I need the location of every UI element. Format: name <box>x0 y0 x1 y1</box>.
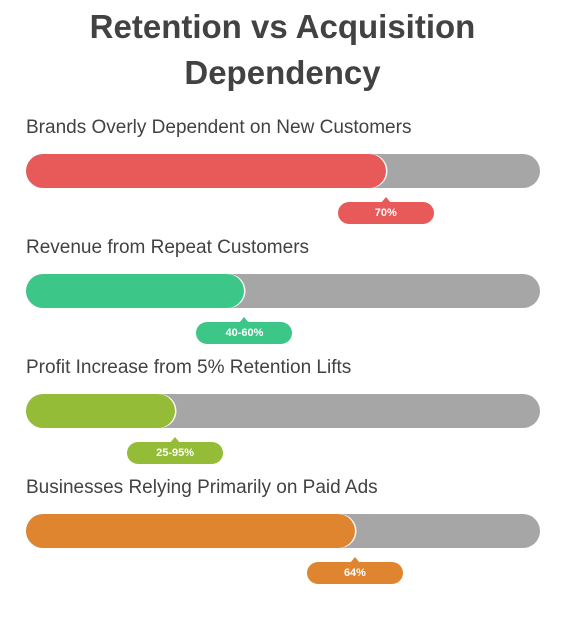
bar-fill <box>26 514 355 548</box>
value-badge: 64% <box>306 557 403 584</box>
bar-category-label: Brands Overly Dependent on New Customers <box>26 117 412 138</box>
bar-category-label: Revenue from Repeat Customers <box>26 237 310 258</box>
badge-pointer-icon <box>170 437 181 443</box>
value-badge: 25-95% <box>127 437 224 464</box>
bar-row: Profit Increase from 5% Retention Lifts 2… <box>26 356 540 466</box>
bar-track <box>26 394 540 428</box>
bar-track <box>26 514 540 548</box>
badge-pointer-icon <box>380 197 391 203</box>
bar-fill <box>26 154 386 188</box>
bar-track <box>26 274 540 308</box>
bar-row: Brands Overly Dependent on New Customers… <box>26 116 540 226</box>
value-badge: 40-60% <box>196 317 293 344</box>
bar-category-label: Profit Increase from 5% Retention Lifts <box>26 357 352 378</box>
bar-fill <box>26 394 176 428</box>
chart-title: Retention vs Acquisition Dependency <box>89 8 476 91</box>
bar-data-label: 70% <box>374 207 397 219</box>
bar-row: Businesses Relying Primarily on Paid Ads… <box>26 476 540 586</box>
value-badge: 70% <box>337 197 434 224</box>
badge-pointer-icon <box>239 317 250 323</box>
bar-data-label: 64% <box>343 567 366 579</box>
badge-pointer-icon <box>349 557 360 563</box>
bar-data-label: 40-60% <box>225 327 264 339</box>
bar-fill <box>26 274 245 308</box>
bar-row: Revenue from Repeat Customers 40-60% <box>26 236 540 346</box>
bar-track <box>26 154 540 188</box>
bar-category-label: Businesses Relying Primarily on Paid Ads <box>26 477 378 498</box>
bar-data-label: 25-95% <box>156 447 194 459</box>
